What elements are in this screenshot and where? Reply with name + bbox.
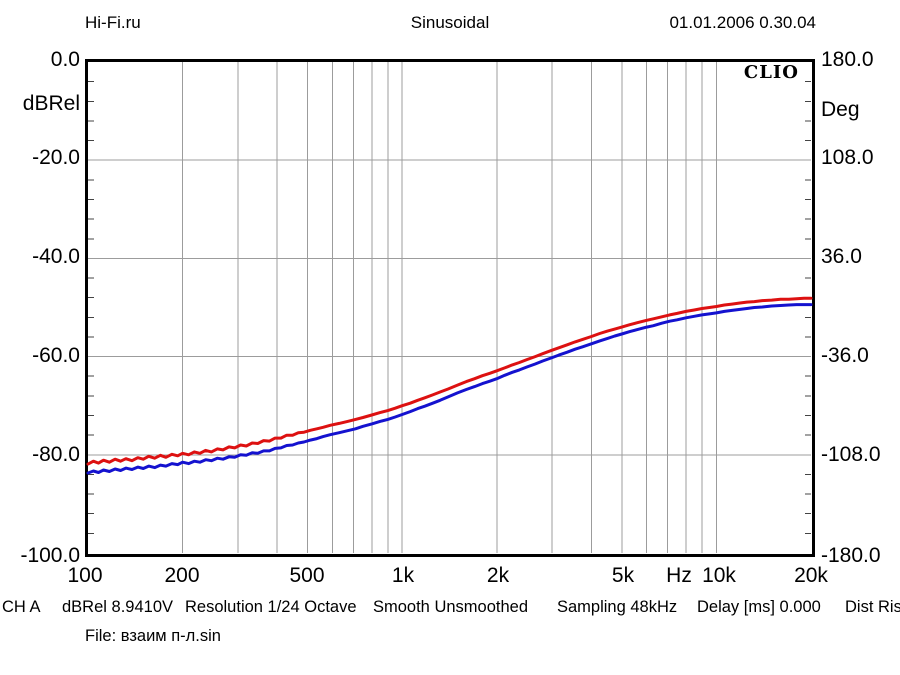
header-site-label: Hi-Fi.ru [85,13,141,32]
y-axis-left-tick: -60.0 [32,344,80,367]
y-axis-right-tick: -180.0 [821,544,881,567]
status-sampling: Sampling 48kHz [557,598,678,616]
x-axis-tick: 500 [289,564,325,587]
y-axis-right-tick: 36.0 [821,245,862,268]
x-axis-tick: 5k [611,564,635,587]
plot-frame [85,59,815,557]
x-axis-tick: 2k [486,564,510,587]
status-dist: Dist Ris [845,598,900,616]
y-axis-right-tick: -36.0 [821,344,869,367]
y-axis-left-tick: -80.0 [32,443,80,466]
x-axis-tick: 100 [67,564,103,587]
y-axis-right-tick: 108.0 [821,146,874,169]
y-axis-right-tick: -108.0 [821,443,881,466]
x-axis-unit-label: Hz [666,564,692,587]
measurement-type-label: Sinusoidal [410,13,490,32]
x-axis-tick: 20k [794,564,828,587]
y-axis-left-tick: -20.0 [32,146,80,169]
x-axis-tick: 200 [164,564,200,587]
y-axis-left-tick: 0.0 [50,48,80,71]
datetime-label: 01.01.2006 0.30.04 [669,13,816,32]
y-axis-right-unit-label: Deg [821,98,860,121]
status-channel: CH A [2,598,41,616]
status-delay: Delay [ms] 0.000 [697,598,821,616]
y-axis-right-tick: 180.0 [821,48,874,71]
x-axis-tick: 1k [391,564,415,587]
file-name-label: File: взаим п-л.sin [85,627,221,645]
y-axis-left-tick: -40.0 [32,245,80,268]
x-axis-tick: 10k [702,564,736,587]
y-axis-left-unit-label: dBRel [22,92,80,115]
status-bar: CH A dBRel 8.9410V Resolution 1/24 Octav… [0,597,900,617]
status-smoothing: Smooth Unsmoothed [373,598,529,616]
status-level: dBRel 8.9410V [62,598,173,616]
status-resolution: Resolution 1/24 Octave [185,598,357,616]
clio-logo: CLIO [743,62,799,83]
y-axis-left-tick: -100.0 [20,544,80,567]
